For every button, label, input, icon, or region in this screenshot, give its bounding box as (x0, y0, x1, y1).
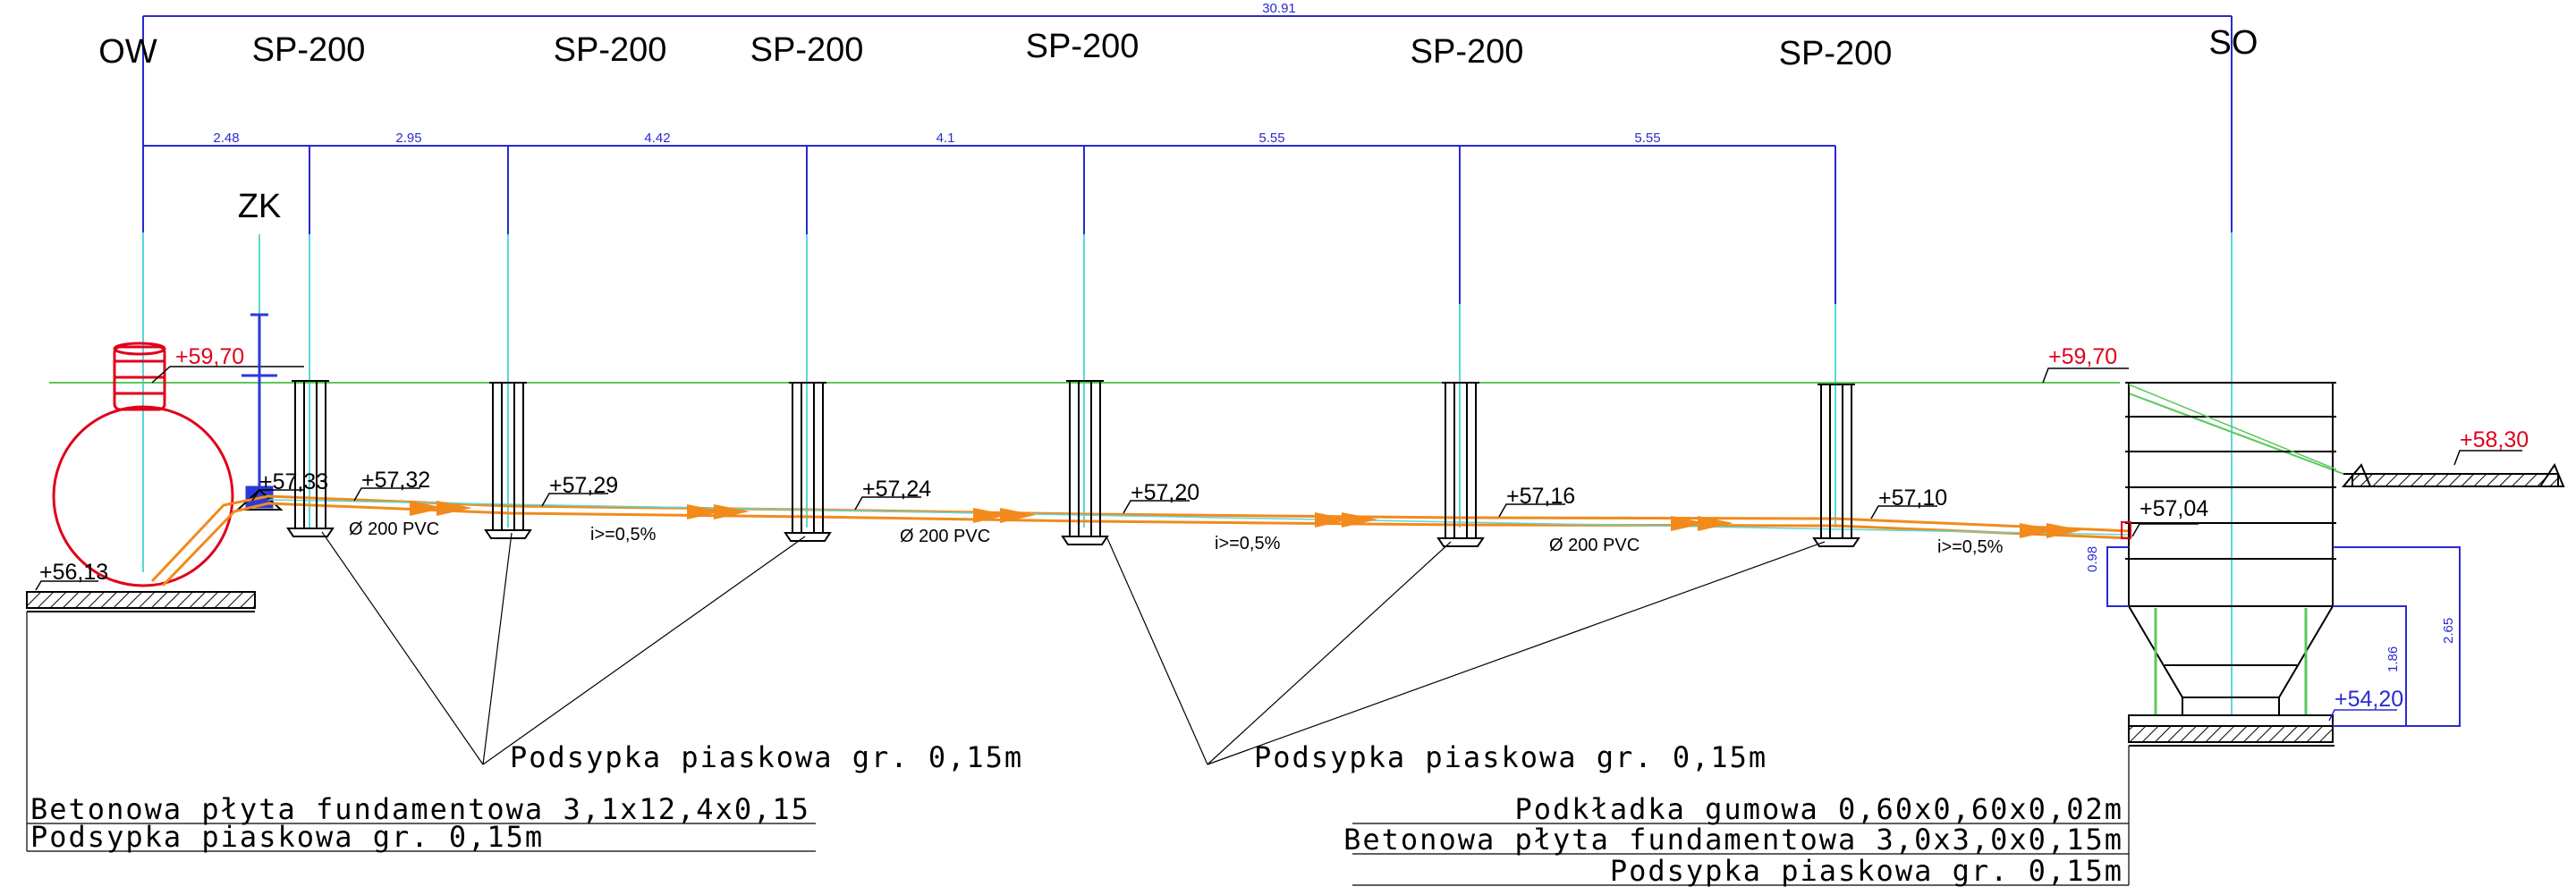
elev-ow-top: +59,70 (175, 344, 244, 369)
pipe-note-2: i>=0,5% (590, 525, 657, 545)
segment-dimension-3: 4.42 (644, 131, 670, 146)
overall-dimension-value: 30.91 (1262, 1, 1296, 16)
label-sp-3: SP-200 (750, 31, 864, 69)
so-callout-lines (1352, 746, 2130, 886)
label-zk: ZK (238, 188, 282, 225)
elev-pipe-1: +57,33 (259, 469, 328, 494)
callout-sand-left: Podsypka piaskowa gr. 0,15m (510, 740, 1023, 774)
callout-ow-slab: Betonowa płyta fundamentowa 3,1x12,4x0,1… (30, 792, 810, 826)
well-sp-6 (1812, 384, 1860, 547)
so-dim-2: 1.86 (2385, 646, 2401, 672)
elev-so-top: +59,70 (2048, 344, 2117, 369)
elev-pipe-3: +57,29 (549, 473, 618, 498)
segment-dimension-line (143, 145, 1836, 304)
label-so: SO (2209, 24, 2258, 62)
callout-so-pad: Podkładka gumowa 0,60x0,60x0,02m (1515, 792, 2124, 826)
elev-pipe-5: +57,20 (1131, 480, 1199, 505)
pipe-note-1: Ø 200 PVC (349, 519, 439, 539)
segment-dimension-2: 2.95 (395, 131, 421, 146)
well-sp-5 (1436, 382, 1485, 547)
callout-leaders (321, 531, 1826, 765)
label-sp-5: SP-200 (1411, 33, 1524, 71)
elev-pipe-7: +57,10 (1878, 485, 1947, 511)
label-ow: OW (98, 33, 157, 71)
so-vertical-dimensions (2106, 546, 2461, 727)
flow-arrows (410, 501, 2082, 538)
callout-ow-sand: Podsypka piaskowa gr. 0,15m (30, 820, 544, 854)
pipe-note-3: Ø 200 PVC (900, 527, 990, 546)
segment-dimension-1: 2.48 (213, 131, 239, 146)
elev-pipe-2: +57,32 (361, 468, 430, 493)
so-supports (2154, 608, 2308, 715)
so-foundation (2128, 725, 2334, 743)
well-sp-3 (784, 382, 832, 542)
well-sp-1 (286, 380, 335, 537)
terrain-slope-line (2128, 393, 2344, 475)
callout-so-slab: Betonowa płyta fundamentowa 3,0x3,0x0,15… (1343, 823, 2123, 857)
segment-dimension-6: 5.55 (1634, 131, 1660, 146)
well-sp-2 (484, 382, 532, 539)
pipe-note-5: Ø 200 PVC (1549, 536, 1640, 555)
elev-so-bottom: +54,20 (2334, 687, 2403, 712)
segment-dimension-4: 4.1 (936, 131, 955, 146)
overall-dimension (142, 15, 2233, 232)
elev-pipe-8: +57,04 (2140, 496, 2208, 521)
terrain-right (2341, 462, 2565, 487)
so-dim-3: 2.65 (2441, 618, 2456, 644)
so-dim-1: 0.98 (2085, 546, 2100, 572)
segment-dimension-5: 5.55 (1258, 131, 1284, 146)
pipe-note-4: i>=0,5% (1215, 534, 1281, 553)
callout-sand-mid: Podsypka piaskowa gr. 0,15m (1254, 740, 1767, 774)
label-sp-2: SP-200 (554, 31, 667, 69)
label-sp-6: SP-200 (1779, 35, 1893, 72)
label-sp-4: SP-200 (1026, 28, 1140, 65)
ow-callout-lines (26, 612, 816, 852)
elev-pipe-6: +57,16 (1506, 484, 1575, 509)
callout-so-sand: Podsypka piaskowa gr. 0,15m (1610, 854, 2123, 888)
label-sp-1: SP-200 (252, 31, 366, 69)
well-sp-4 (1061, 380, 1109, 545)
elev-terrain-right: +58,30 (2460, 427, 2529, 452)
ow-tank (52, 342, 234, 587)
elev-pipe-4: +57,24 (862, 477, 931, 502)
pipe-note-6: i>=0,5% (1937, 537, 2004, 557)
ow-foundation (26, 591, 256, 609)
